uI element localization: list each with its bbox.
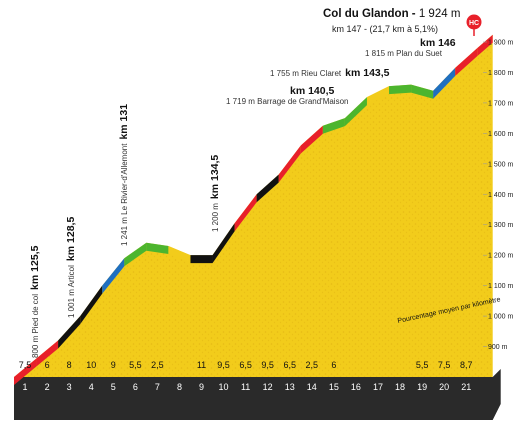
km-label: 9 <box>199 382 204 392</box>
annot-km1435: km 143,5 <box>345 67 390 79</box>
gradient-label: 2,5 <box>306 360 319 370</box>
y-tick-label: 1 000 m <box>488 314 513 321</box>
summit-name: Col du Glandon <box>323 8 409 20</box>
annot-grand-maison: 1 719 m Barrage de Grand'Maison <box>226 97 348 106</box>
slope-segment <box>80 285 103 325</box>
annot-km1285: km 128,5 <box>65 217 77 262</box>
km-label: 17 <box>373 382 383 392</box>
y-tick-label: 1 600 m <box>488 131 513 138</box>
summit-title: Col du Glandon - 1 924 m <box>323 8 460 20</box>
annot-pied-de-col: 800 m Pied de colkm 125,5 <box>29 245 41 358</box>
slope-segment <box>411 84 434 99</box>
gradient-label: 2,5 <box>151 360 164 370</box>
gradient-label: 9 <box>111 360 116 370</box>
km-label: 11 <box>241 382 250 392</box>
summit-subtitle: km 147 - (21,7 km à 5,1%) <box>332 24 438 34</box>
annot-plan-du-suet: 1 815 m Plan du Suet <box>365 49 443 58</box>
y-tick-label: 1 800 m <box>488 70 513 77</box>
slope-segment <box>322 118 345 134</box>
annot-km1255: km 125,5 <box>29 245 41 290</box>
km-label: 20 <box>439 382 449 392</box>
km-label: 21 <box>461 382 471 392</box>
slope-segment <box>300 125 323 154</box>
slope-segment <box>14 358 37 385</box>
km-label: 19 <box>417 382 427 392</box>
y-tick-label: 1 700 m <box>488 100 513 107</box>
annot-articol: 1 001 m Articolkm 128,5 <box>65 217 77 318</box>
gradient-label: 7,5 <box>19 360 32 370</box>
slope-segment <box>433 67 456 99</box>
gradient-label: 7,5 <box>438 360 451 370</box>
profile-base <box>14 369 501 420</box>
slope-segment <box>477 34 493 57</box>
slope-segment <box>36 340 59 367</box>
km-label: 14 <box>307 382 317 392</box>
gradient-label: 8,7 <box>460 360 473 370</box>
km-label: 2 <box>45 382 50 392</box>
km-label: 1 <box>23 382 28 392</box>
km-label: 7 <box>155 382 160 392</box>
slope-segment <box>366 86 390 106</box>
slope-segment <box>278 145 301 183</box>
annot-km146: km 146 <box>420 37 456 49</box>
annot-km1405: km 140,5 <box>290 85 335 97</box>
gradient-label: 5,5 <box>129 360 142 370</box>
slope-segment <box>102 258 125 294</box>
annot-1200: 1 200 mkm 134,5 <box>209 155 221 232</box>
gradient-label: 9,5 <box>217 360 230 370</box>
km-label: 15 <box>329 382 339 392</box>
km-label: 8 <box>177 382 182 392</box>
slope-segment <box>234 194 257 232</box>
km-label: 3 <box>67 382 72 392</box>
y-tick-label: 900 m <box>488 344 508 351</box>
y-tick-label: 1 300 m <box>488 222 513 229</box>
slope-segment <box>212 223 235 264</box>
annot-km1345: km 134,5 <box>209 155 221 200</box>
km-label: 13 <box>285 382 295 392</box>
slope-segment <box>190 255 213 264</box>
gradient-label: 6,5 <box>239 360 252 370</box>
km-label: 12 <box>263 382 273 392</box>
y-tick-label: 1 900 m <box>488 40 513 47</box>
gradient-label: 8 <box>67 360 72 370</box>
slope-segment <box>146 242 169 255</box>
slope-segment <box>58 316 81 349</box>
gradient-label: 6 <box>45 360 50 370</box>
km-label: 4 <box>89 382 94 392</box>
summit-badge-label: HC <box>469 20 479 27</box>
slope-segment <box>344 97 367 127</box>
km-label: 16 <box>351 382 361 392</box>
gradient-label: 5,5 <box>416 360 429 370</box>
km-label: 10 <box>219 382 229 392</box>
slope-segment <box>389 84 412 95</box>
summit-alt: 1 924 m <box>419 8 461 20</box>
slope-segment <box>256 174 279 203</box>
gradient-label: 6 <box>331 360 336 370</box>
slope-segment <box>124 242 147 267</box>
y-tick-label: 1 200 m <box>488 253 513 260</box>
km-label: 6 <box>133 382 138 392</box>
summit-sep: - <box>409 8 419 20</box>
slope-segment <box>455 48 478 76</box>
km-label: 18 <box>395 382 405 392</box>
annot-km131: km 131 <box>118 104 130 140</box>
gradient-label: 9,5 <box>261 360 274 370</box>
gradient-label: 10 <box>86 360 96 370</box>
km-label: 5 <box>111 382 116 392</box>
y-tick-label: 1 500 m <box>488 161 513 168</box>
y-tick-label: 1 400 m <box>488 192 513 199</box>
gradient-label: 6,5 <box>283 360 296 370</box>
annot-rieu-claret: 1 755 m Rieu Claret km 143,5 <box>270 67 390 79</box>
annot-rivier: 1 241 m Le Rivier-d'Allemontkm 131 <box>118 104 130 246</box>
y-tick-label: 1 100 m <box>488 283 513 290</box>
gradient-label: 11 <box>197 360 206 370</box>
slope-segment <box>168 246 191 264</box>
summit-badge <box>466 14 482 30</box>
